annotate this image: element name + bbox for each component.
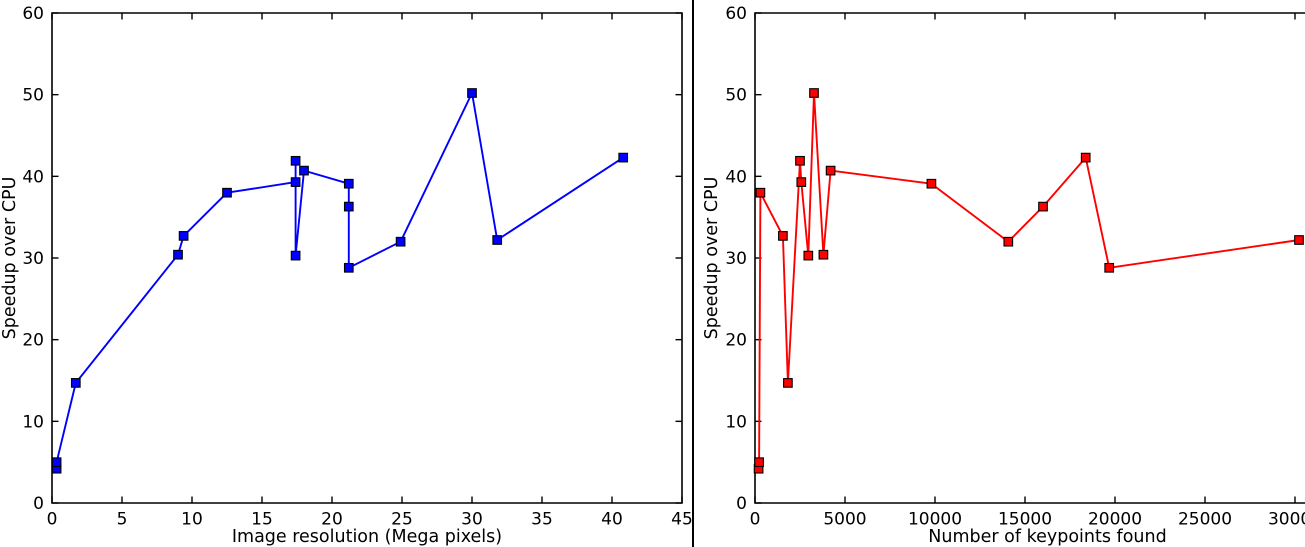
x-tick-label: 10 <box>181 510 203 530</box>
data-point-marker <box>222 187 232 198</box>
y-axis-label: Speedup over CPU <box>0 177 20 340</box>
data-point-marker <box>618 152 629 163</box>
data-point-marker <box>467 88 477 98</box>
data-point-marker <box>825 165 836 176</box>
data-point-marker <box>343 201 354 212</box>
x-tick-label: 5000 <box>823 510 866 530</box>
data-point-marker <box>290 177 301 187</box>
plot-divider <box>692 0 694 547</box>
data-point-marker <box>795 155 805 166</box>
x-tick-label: 20 <box>321 510 343 530</box>
data-point-marker <box>290 250 301 261</box>
data-point-marker <box>70 378 81 388</box>
data-line <box>757 92 1300 469</box>
data-point-marker <box>755 187 766 198</box>
data-point-marker <box>1080 152 1091 163</box>
y-tick-label: 30 <box>725 249 747 269</box>
data-point-marker <box>178 231 189 241</box>
data-point-marker <box>290 155 301 166</box>
x-tick-label: 15 <box>251 510 273 530</box>
data-point-marker <box>395 236 406 247</box>
y-tick-label: 50 <box>22 86 44 106</box>
x-tick-label: 0 <box>750 510 761 530</box>
data-point-marker <box>1038 201 1048 212</box>
data-point-marker <box>343 262 354 273</box>
plot-border <box>754 12 1305 504</box>
y-tick-label: 50 <box>725 86 747 106</box>
data-point-marker <box>1294 235 1304 245</box>
x-tick-label: 40 <box>601 510 623 530</box>
data-point-marker <box>1003 236 1014 247</box>
x-tick-label: 5 <box>117 510 128 530</box>
y-tick-label: 20 <box>22 331 44 351</box>
y-tick-label: 20 <box>725 331 747 351</box>
data-point-marker <box>754 457 764 468</box>
data-point-marker <box>299 165 309 176</box>
data-point-marker <box>796 177 807 187</box>
data-point-marker <box>492 235 503 245</box>
speedup-vs-keypoints-chart: 0 5000 10000 15000 20000 25000 30000 0 10 20 30 40 5… <box>694 0 1305 547</box>
y-tick-label: 30 <box>22 249 44 269</box>
data-point-marker <box>778 231 788 241</box>
data-point-marker <box>803 250 814 261</box>
y-tick-label: 0 <box>33 494 44 514</box>
x-tick-label: 20000 <box>1088 510 1142 530</box>
data-point-marker <box>173 249 183 260</box>
x-tick-label: 35 <box>531 510 553 530</box>
plot-area: 0 5 10 15 20 25 30 35 40 45 0 10 20 30 40 50 60 Image res… <box>0 4 693 547</box>
data-line <box>55 92 624 469</box>
y-tick-label: 10 <box>725 412 747 432</box>
x-tick-label: 0 <box>47 510 58 530</box>
y-tick-label: 40 <box>22 167 44 187</box>
data-point-marker <box>51 457 62 468</box>
plot-area: 0 5000 10000 15000 20000 25000 30000 0 10 20 30 40 5… <box>702 4 1305 547</box>
data-point-marker <box>783 378 793 388</box>
y-tick-label: 10 <box>22 412 44 432</box>
x-tick-label: 10000 <box>908 510 962 530</box>
data-point-marker <box>1104 262 1115 273</box>
x-axis-label: Image resolution (Mega pixels) <box>232 527 502 547</box>
x-tick-label: 30 <box>461 510 483 530</box>
x-tick-label: 30000 <box>1268 510 1305 530</box>
y-tick-label: 40 <box>725 167 747 187</box>
y-tick-label: 60 <box>725 4 747 24</box>
y-tick-label: 60 <box>22 4 44 24</box>
data-point-marker <box>818 249 829 260</box>
x-tick-label: 25 <box>391 510 413 530</box>
y-tick-label: 0 <box>736 494 747 514</box>
x-axis-label: Number of keypoints found <box>928 527 1166 547</box>
x-tick-label: 15000 <box>998 510 1052 530</box>
x-tick-label: 45 <box>671 510 693 530</box>
y-axis-label: Speedup over CPU <box>702 177 722 340</box>
data-point-marker <box>809 88 819 98</box>
data-point-marker <box>926 178 937 189</box>
x-tick-label: 25000 <box>1178 510 1232 530</box>
data-point-marker <box>343 178 354 189</box>
speedup-vs-resolution-chart: 0 5 10 15 20 25 30 35 40 45 0 10 20 30 40 50 60 Image res… <box>0 4 693 547</box>
